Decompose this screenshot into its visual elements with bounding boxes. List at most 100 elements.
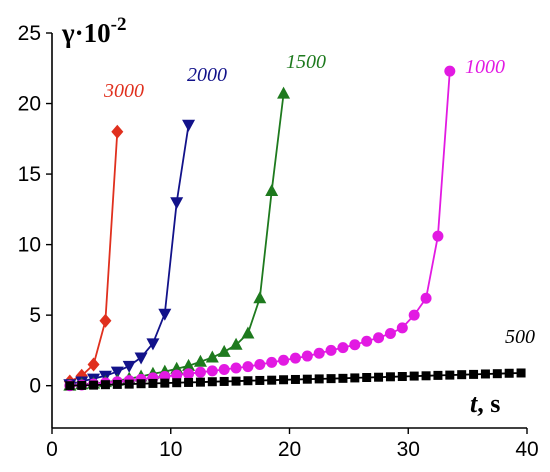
data-point [326,374,336,384]
series-layer [63,65,526,392]
y-axis-title: γ·10-2 [61,14,126,48]
data-point [230,362,242,374]
data-point [193,354,207,367]
data-point [492,369,502,379]
data-point [469,369,479,379]
data-point [65,381,75,391]
data-point [267,375,277,385]
data-point [122,360,136,373]
x-axis-title: t, s [470,389,500,418]
data-point [100,380,110,390]
data-point [265,184,279,196]
series-3000 [63,124,124,389]
data-point [433,370,443,380]
series-label-500: 500 [505,326,535,348]
data-point [277,86,291,99]
data-point [350,373,360,383]
data-point [183,368,195,380]
data-point [420,292,432,304]
data-point [397,372,407,382]
data-point [99,313,112,328]
y-tick-label: 25 [18,22,41,45]
data-point [171,369,183,381]
data-point [408,309,420,321]
data-point [432,230,444,242]
data-point [480,369,490,379]
data-point [361,335,373,347]
data-point [445,370,455,380]
x-tick-label: 20 [278,438,301,461]
y-tick-label: 20 [18,93,41,116]
data-point [170,197,184,210]
y-tick-label: 5 [29,304,41,327]
data-point [302,374,312,384]
y-tick-label: 15 [18,163,41,186]
data-point [229,337,243,350]
data-point [194,366,206,378]
data-point [124,379,134,389]
series-2000 [63,119,196,392]
data-point [217,344,231,357]
data-point [362,372,372,382]
x-tick-label: 40 [515,438,538,461]
data-point [111,124,124,139]
data-point [314,374,324,384]
x-tick-label: 30 [397,438,420,461]
data-point [205,350,219,363]
data-point [134,352,148,365]
data-point [349,339,361,351]
data-point [253,291,267,304]
data-point [172,378,182,388]
data-point [160,378,170,388]
data-point [396,322,408,334]
data-point [242,361,254,373]
data-point [146,338,160,351]
data-point [457,370,467,380]
data-point [195,377,205,387]
x-tick-label: 10 [159,438,182,461]
data-point [243,376,253,386]
series-line [69,93,285,387]
data-point [373,332,385,344]
data-point [279,375,289,385]
data-point [182,358,196,371]
data-point [278,354,290,366]
data-point [87,357,100,372]
data-point [89,380,99,390]
data-point [182,119,196,132]
data-point [409,371,419,381]
series-label-1500: 1500 [286,51,326,73]
series-label-1000: 1000 [465,56,505,78]
series-line [69,124,190,386]
x-tick-label: 0 [46,438,58,461]
series-line [69,131,119,383]
data-point [77,380,87,390]
data-point [374,372,384,382]
data-point [301,350,313,362]
data-point [255,375,265,385]
series-line [69,71,451,387]
data-point [148,378,158,388]
series-label-2000: 2000 [187,64,227,86]
data-point [184,377,194,387]
data-point [338,373,348,383]
series-1000 [64,65,456,392]
data-point [158,308,172,321]
series-500 [65,368,526,391]
data-point [325,344,337,356]
data-point [504,368,514,378]
data-point [290,374,300,384]
data-point [241,326,255,339]
data-point [219,376,229,386]
axes: 0 5 10 15 20 25 0 10 20 30 40 [18,22,539,461]
series-1500 [63,86,291,391]
data-point [385,372,395,382]
y-tick-label: 0 [29,375,41,398]
data-point [110,366,124,379]
labels-layer: 3000 2000 1500 1000 500 [103,51,535,348]
series-label-3000: 3000 [103,80,144,102]
data-point [231,376,241,386]
data-point [112,379,122,389]
data-point [289,352,301,364]
